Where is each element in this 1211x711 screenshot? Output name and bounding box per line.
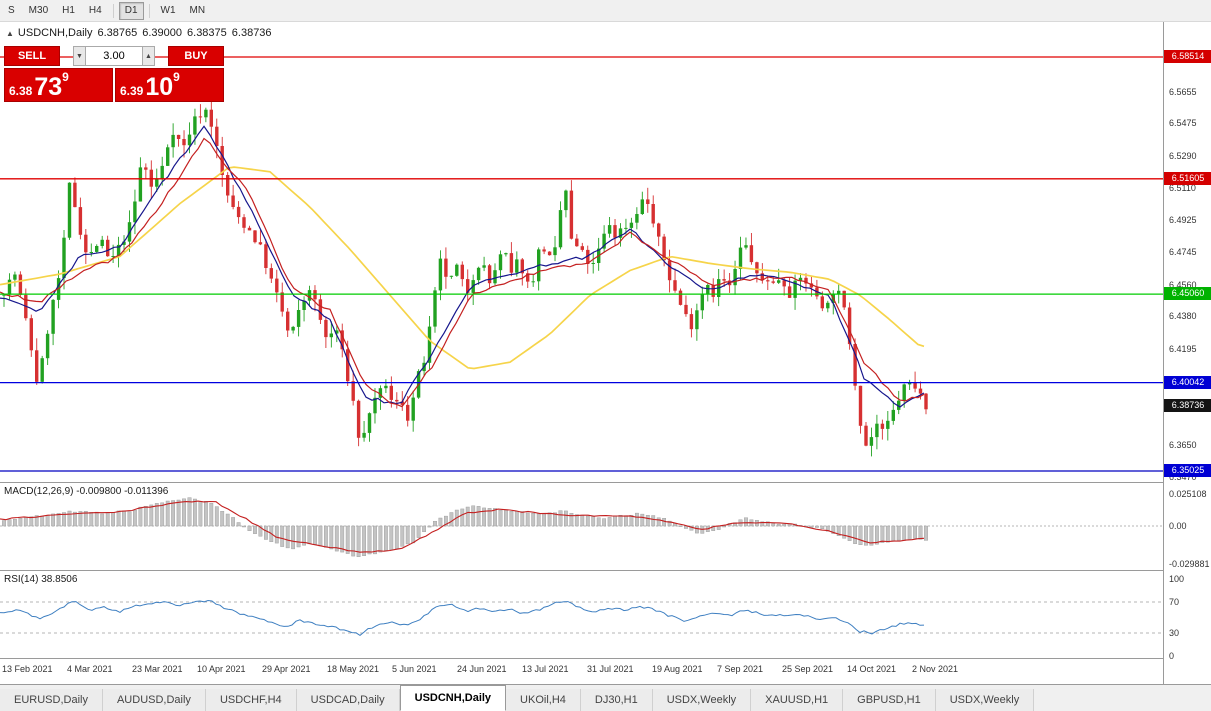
date-label: 24 Jun 2021 <box>457 664 507 674</box>
toolbar-separator <box>112 3 114 18</box>
date-label: 25 Sep 2021 <box>782 664 834 674</box>
collapse-icon[interactable]: ▲ <box>6 29 14 38</box>
price-badge: 6.45060 <box>1164 287 1211 301</box>
timeframe-button-s[interactable]: S <box>2 1 21 20</box>
rsi-tick: 100 <box>1169 573 1185 584</box>
macd-indicator-pane[interactable] <box>0 483 1163 569</box>
price-tick: 6.5110 <box>1169 182 1196 193</box>
rsi-tick: 30 <box>1169 628 1180 638</box>
timeframe-button-d1[interactable]: D1 <box>118 1 144 20</box>
sell-button[interactable]: SELL <box>4 46 60 66</box>
sell-price-pips: 73 <box>34 73 63 101</box>
price-tick: 6.3650 <box>1169 439 1197 450</box>
sell-price-prefix: 6.38 <box>9 84 33 98</box>
date-label: 18 May 2021 <box>327 664 380 674</box>
price-badge: 6.40042 <box>1164 375 1211 389</box>
date-label: 14 Oct 2021 <box>847 664 897 674</box>
rsi-tick: 70 <box>1169 597 1180 607</box>
chart-tab-2[interactable]: USDCHF,H4 <box>205 689 297 711</box>
date-label: 29 Apr 2021 <box>262 664 311 674</box>
price-tick: 6.4380 <box>1169 311 1197 322</box>
macd-tick: 0.025108 <box>1169 489 1207 499</box>
chart-tab-1[interactable]: AUDUSD,Daily <box>102 689 206 711</box>
sell-price-point: 9 <box>62 70 69 84</box>
chart-tab-3[interactable]: USDCAD,Daily <box>296 689 400 711</box>
rsi-indicator-pane[interactable] <box>0 571 1163 657</box>
date-label: 13 Jul 2021 <box>522 664 569 674</box>
timeframe-button-w1[interactable]: W1 <box>154 1 182 20</box>
timeframe-button-h4[interactable]: H4 <box>82 1 108 20</box>
date-label: 5 Jun 2021 <box>392 664 437 674</box>
low-value: 6.38375 <box>187 27 227 39</box>
date-label: 19 Aug 2021 <box>652 664 703 674</box>
date-label: 4 Mar 2021 <box>67 664 113 674</box>
date-label: 7 Sep 2021 <box>717 664 764 674</box>
volume-increase-icon[interactable]: ▲ <box>142 46 155 66</box>
buy-price-pips: 10 <box>145 73 174 101</box>
price-axis[interactable]: 6.5655 6.5475 6.5290 6.5110 6.4925 6.4745 6.45… <box>1163 22 1211 684</box>
price-tick: 6.5290 <box>1169 150 1197 161</box>
close-value: 6.38736 <box>231 27 272 39</box>
chart-tab-5[interactable]: UKOil,H4 <box>506 689 581 711</box>
macd-tick: -0.029881 <box>1169 559 1210 570</box>
date-label: 10 Apr 2021 <box>197 664 246 674</box>
price-tick: 6.5475 <box>1169 118 1197 129</box>
chart-tab-10[interactable]: USDX,Weekly <box>935 689 1035 711</box>
chart-window: MACD(12,26,9) -0.009800 -0.011396 RSI(14… <box>0 22 1211 684</box>
rsi-tick: 0 <box>1169 651 1175 662</box>
buy-price-display[interactable]: 6.39 10 9 <box>115 68 224 102</box>
macd-indicator-label: MACD(12,26,9) -0.009800 -0.011396 <box>4 486 169 497</box>
price-badge: 6.51605 <box>1164 171 1211 185</box>
chart-tab-7[interactable]: USDX,Weekly <box>652 689 752 711</box>
macd-pane-resize-handle[interactable] <box>0 482 1211 483</box>
buy-price-prefix: 6.39 <box>120 84 144 98</box>
timeframe-button-m30[interactable]: M30 <box>22 1 55 20</box>
chart-tab-8[interactable]: XAUUSD,H1 <box>751 689 844 711</box>
chart-tab-6[interactable]: DJ30,H1 <box>580 689 653 711</box>
one-click-trading-panel: SELL ▼ ▲ BUY 6.38 73 9 6.39 10 9 <box>4 46 224 102</box>
price-tick: 6.5655 <box>1169 86 1197 97</box>
buy-price-point: 9 <box>173 70 180 84</box>
high-value: 6.39000 <box>142 27 183 39</box>
date-label: 13 Feb 2021 <box>2 664 53 674</box>
symbol-label: USDCNH,Daily <box>17 27 93 39</box>
time-axis-divider <box>0 658 1211 659</box>
date-label: 2 Nov 2021 <box>912 664 959 674</box>
timeframe-button-h1[interactable]: H1 <box>56 1 81 20</box>
buy-button[interactable]: BUY <box>168 46 224 66</box>
price-badge: 6.38736 <box>1164 398 1211 412</box>
date-label: 31 Jul 2021 <box>587 664 634 674</box>
volume-input[interactable] <box>86 46 142 66</box>
timeframe-button-mn[interactable]: MN <box>183 1 212 20</box>
time-axis[interactable]: 13 Feb 2021 4 Mar 2021 23 Mar 2021 10 Apr 2… <box>0 659 1163 682</box>
date-label: 23 Mar 2021 <box>132 664 183 674</box>
chart-tab-bar: EURUSD,Daily AUDUSD,Daily USDCHF,H4 USDCAD,… <box>0 684 1211 711</box>
price-tick: 6.4560 <box>1169 279 1197 290</box>
toolbar-separator <box>148 3 150 18</box>
chart-tab-0[interactable]: EURUSD,Daily <box>0 689 103 711</box>
chart-tab-9[interactable]: GBPUSD,H1 <box>843 689 936 711</box>
rsi-indicator-label: RSI(14) 38.8506 <box>4 574 78 585</box>
price-tick: 6.4195 <box>1169 343 1197 354</box>
volume-decrease-icon[interactable]: ▼ <box>73 46 86 66</box>
sell-price-display[interactable]: 6.38 73 9 <box>4 68 113 102</box>
chart-ohlc-header: ▲ USDCNH,Daily 6.38765 6.39000 6.38375 6.3873… <box>6 27 277 39</box>
main-price-chart[interactable] <box>0 24 1163 482</box>
rsi-pane-resize-handle[interactable] <box>0 570 1211 571</box>
price-badge: 6.58514 <box>1164 50 1211 63</box>
price-tick: 6.4925 <box>1169 215 1197 226</box>
chart-tab-4[interactable]: USDCNH,Daily <box>399 685 507 711</box>
open-value: 6.38765 <box>97 27 138 39</box>
price-badge: 6.35025 <box>1164 463 1211 477</box>
macd-tick: 0.00 <box>1169 521 1187 531</box>
timeframe-toolbar: S M30 H1 H4 D1 W1 MN <box>0 0 1211 22</box>
price-tick: 6.4745 <box>1169 247 1197 257</box>
